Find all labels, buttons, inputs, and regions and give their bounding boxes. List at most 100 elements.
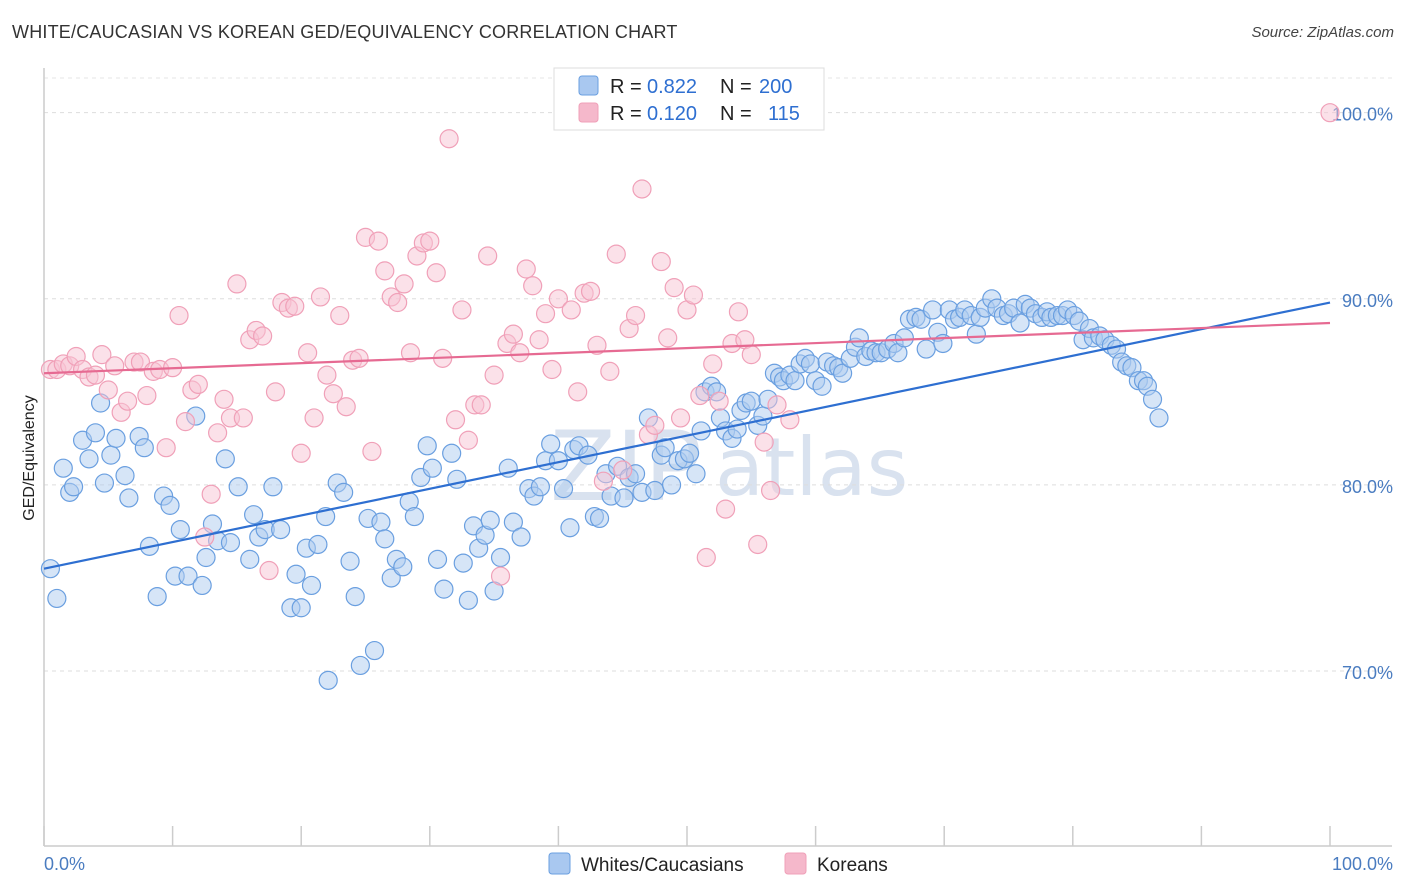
- point-koreans: [683, 285, 704, 305]
- point-koreans: [105, 356, 125, 376]
- point-koreans: [715, 499, 736, 519]
- point-whites: [614, 488, 634, 508]
- point-whites: [301, 575, 322, 596]
- legend-swatch-whites: [578, 75, 599, 96]
- point-koreans: [375, 261, 395, 281]
- chart-source: Source: ZipAtlas.com: [1251, 24, 1394, 41]
- point-koreans: [214, 389, 234, 409]
- point-koreans: [484, 365, 504, 385]
- legend-n-value-koreans: 115: [768, 103, 800, 125]
- bottom-legend-label-koreans: Koreans: [817, 855, 888, 876]
- point-whites: [894, 328, 914, 348]
- point-whites: [480, 510, 500, 530]
- point-koreans: [568, 382, 588, 402]
- trend-lines: [43, 301, 1331, 570]
- point-whites: [85, 423, 106, 443]
- point-whites: [228, 477, 248, 497]
- point-koreans: [130, 352, 151, 372]
- legend-n-label-whites: N =: [720, 76, 752, 98]
- point-whites: [345, 586, 365, 607]
- point-koreans: [458, 430, 478, 450]
- bottom-legend-swatch-koreans: [784, 852, 807, 875]
- point-whites: [511, 527, 531, 547]
- point-koreans: [336, 397, 356, 417]
- point-whites: [800, 354, 821, 374]
- y-tick-label: 100.0%: [1332, 105, 1393, 125]
- point-whites: [427, 549, 448, 569]
- point-whites: [727, 419, 747, 439]
- point-whites: [417, 436, 437, 456]
- point-koreans: [696, 547, 716, 568]
- point-whites: [1010, 313, 1030, 333]
- point-koreans: [748, 534, 768, 555]
- point-koreans: [420, 231, 440, 251]
- legend-r-label-koreans: R =: [610, 103, 642, 125]
- point-koreans: [117, 391, 138, 411]
- point-whites: [434, 579, 454, 599]
- point-koreans: [317, 365, 337, 385]
- point-koreans: [227, 274, 247, 294]
- point-whites: [318, 670, 338, 690]
- point-koreans: [651, 251, 671, 272]
- point-koreans: [523, 276, 543, 296]
- point-koreans: [445, 410, 466, 430]
- point-whites: [40, 559, 61, 579]
- point-koreans: [561, 300, 581, 320]
- point-whites: [286, 564, 306, 584]
- point-koreans: [201, 484, 221, 504]
- point-koreans: [535, 304, 556, 324]
- point-whites: [220, 533, 241, 553]
- point-koreans: [394, 274, 414, 294]
- point-koreans: [265, 382, 286, 402]
- point-whites: [530, 477, 550, 497]
- point-koreans: [259, 560, 279, 581]
- point-koreans: [600, 361, 620, 381]
- point-koreans: [510, 343, 530, 363]
- point-koreans: [645, 415, 665, 435]
- legend: R = 0.822 N = 200 R = 0.120 N = 115: [553, 67, 825, 131]
- point-koreans: [613, 460, 633, 480]
- point-koreans: [85, 365, 106, 385]
- point-koreans: [233, 408, 253, 428]
- legend-r-label-whites: R =: [610, 76, 642, 98]
- point-whites: [966, 324, 986, 344]
- point-whites: [393, 557, 413, 577]
- legend-r-value-koreans: 0.120: [647, 103, 697, 125]
- point-koreans: [169, 305, 189, 326]
- point-koreans: [593, 471, 614, 491]
- point-koreans: [323, 384, 343, 404]
- point-koreans: [349, 348, 369, 368]
- point-whites: [812, 376, 832, 396]
- point-whites: [661, 475, 682, 495]
- point-koreans: [452, 300, 472, 320]
- point-whites: [490, 547, 511, 568]
- point-whites: [291, 598, 311, 618]
- point-whites: [240, 549, 260, 569]
- point-koreans: [709, 391, 729, 411]
- bottom-legend: Whites/Caucasians Koreans: [548, 852, 888, 876]
- point-whites: [340, 551, 360, 571]
- point-whites: [271, 519, 291, 540]
- point-koreans: [503, 324, 523, 344]
- point-whites: [560, 518, 580, 538]
- point-whites: [119, 488, 139, 508]
- point-whites: [170, 519, 190, 540]
- point-whites: [833, 363, 853, 383]
- point-whites: [371, 512, 391, 532]
- point-whites: [923, 300, 943, 320]
- point-koreans: [580, 281, 601, 301]
- point-whites: [679, 443, 700, 463]
- point-whites: [442, 443, 462, 463]
- point-koreans: [208, 423, 228, 443]
- point-whites: [916, 339, 936, 359]
- point-whites: [553, 479, 574, 499]
- point-whites: [645, 480, 665, 501]
- point-koreans: [330, 305, 350, 326]
- point-whites: [263, 477, 283, 497]
- point-whites: [422, 458, 442, 478]
- point-whites: [79, 449, 99, 469]
- point-whites: [453, 553, 473, 573]
- point-koreans: [625, 305, 646, 326]
- y-tick-labels: 70.0% 80.0% 90.0% 100.0%: [1332, 105, 1393, 683]
- point-koreans: [703, 354, 723, 374]
